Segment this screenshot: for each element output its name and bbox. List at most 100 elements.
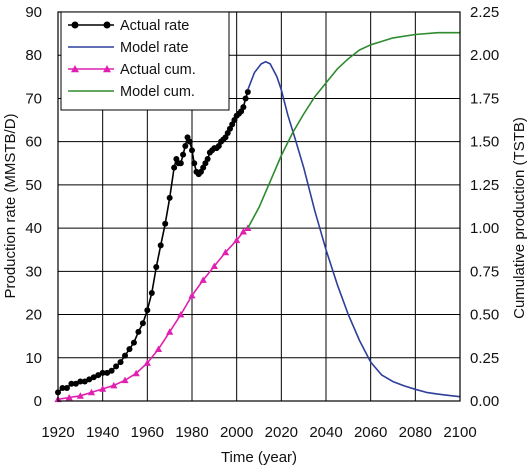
point-actual-rate-26 [171,164,178,171]
point-actual-cum-4 [99,385,107,392]
y-left-tick-label-7: 70 [25,90,42,107]
y-right-tick-label-9: 2.25 [470,4,499,21]
y-right-tick-label-1: 0.25 [470,350,499,367]
point-actual-rate-2 [63,385,70,392]
point-actual-rate-5 [77,378,84,385]
point-actual-cum-16 [233,236,241,244]
legend-marker-actual-cum-b [103,65,111,73]
point-actual-cum-6 [121,376,129,384]
y-right-tick-label-3: 0.75 [470,263,499,280]
legend-marker-actual-cum-a [71,65,79,73]
point-actual-rate-15 [122,352,128,359]
point-actual-rate-19 [139,320,146,327]
y-left-tick-label-1: 10 [25,350,42,367]
y-left-tick-label-9: 90 [25,4,42,21]
point-actual-rate-58 [242,95,249,102]
point-actual-rate-9 [95,372,102,379]
point-actual-rate-18 [135,328,142,335]
x-tick-label-6: 2040 [309,424,342,441]
y-left-tick-label-5: 50 [25,177,42,194]
point-actual-rate-16 [126,346,133,353]
point-actual-rate-6 [81,378,88,385]
x-tick-label-0: 1920 [41,424,74,441]
series-model-rate [247,60,461,398]
series-line-model-cum [247,31,460,229]
point-actual-rate-14 [117,359,124,366]
legend-marker-actual-rate-b [103,21,111,29]
y-right-tick-label-0: 0.00 [470,393,499,410]
plot-frame [57,11,461,402]
point-actual-rate-24 [162,220,169,227]
point-actual-rate-33 [186,138,193,145]
x-tick-label-3: 1980 [175,424,208,441]
x-tick-label-7: 2060 [354,424,387,441]
y-axis-title-right: Cumulative production (TSTB) [511,117,528,319]
y-left-tick-label-4: 40 [25,220,42,237]
series-line-model-rate [247,60,461,398]
tick-labels: 1920 1940 1960 1980 2000 2020 2040 2060 2080 2100… [25,4,499,441]
point-actual-rate-59 [244,88,251,95]
point-actual-cum-12 [188,291,196,299]
point-actual-cum-8 [143,359,151,366]
y-left-tick-label-6: 60 [25,134,42,151]
y-left-tick-label-2: 20 [25,307,42,324]
x-tick-label-2: 1960 [131,424,164,441]
point-actual-rate-3 [68,380,75,387]
point-actual-cum-5 [110,381,118,389]
point-actual-cum-3 [87,388,96,396]
point-actual-cum-17 [239,227,247,235]
point-actual-rate-41 [204,155,211,162]
y-right-tick-label-4: 1.00 [470,220,499,237]
point-actual-rate-8 [90,374,97,381]
x-tick-label-5: 2020 [265,424,298,441]
legend-label-model-cum: Model cum. [120,84,195,100]
y-right-tick-label-5: 1.25 [470,177,499,194]
point-actual-rate-57 [240,104,247,111]
x-tick-label-4: 2000 [220,424,253,441]
legend-marker-actual-rate-a [71,21,79,29]
point-actual-rate-31 [182,142,189,149]
point-actual-cum-9 [154,345,163,353]
legend-label-model-rate: Model rate [120,40,189,56]
y-left-tick-label-8: 80 [25,47,42,64]
point-actual-rate-35 [191,160,198,167]
x-tick-label-8: 2080 [399,424,432,441]
point-actual-cum-15 [221,248,230,256]
legend: Actual rate Model rate Actual cum. Model cu… [60,11,230,111]
legend-box [60,11,230,111]
point-actual-rate-20 [144,307,151,314]
point-actual-rate-13 [113,363,120,370]
point-actual-rate-10 [99,369,106,376]
point-actual-cum-10 [166,328,174,335]
y-right-tick-label-7: 1.75 [470,90,499,107]
y-right-tick-label-8: 2.00 [470,47,499,64]
point-actual-rate-25 [166,194,173,201]
point-actual-cum-7 [132,369,140,377]
point-actual-rate-29 [177,160,184,167]
series-model-cum [247,31,460,229]
point-actual-cum-11 [177,310,185,318]
point-actual-rate-1 [59,385,66,392]
point-actual-rate-22 [153,264,160,271]
point-actual-rate-4 [72,380,79,387]
point-actual-rate-17 [130,339,137,346]
y-right-tick-label-6: 1.50 [470,134,499,151]
y-axis-title-left: Production rate (MMSTB/D) [2,113,19,298]
series-actual-cum [54,224,252,403]
point-actual-cum-1 [65,393,73,401]
x-tick-label-1: 1940 [86,424,119,441]
series-layer [54,31,461,403]
legend-label-actual-cum: Actual cum. [120,62,196,78]
y-right-tick-label-2: 0.50 [470,307,499,324]
point-actual-rate-21 [148,289,155,296]
point-actual-rate-30 [180,151,187,158]
point-actual-rate-23 [157,242,164,249]
y-left-tick-label-3: 30 [25,263,42,280]
point-actual-rate-34 [189,147,195,154]
x-tick-label-9: 2100 [443,424,476,441]
legend-label-actual-rate: Actual rate [120,18,189,34]
point-actual-rate-7 [86,376,93,383]
point-actual-rate-12 [108,367,115,374]
series-actual-rate [55,88,251,396]
